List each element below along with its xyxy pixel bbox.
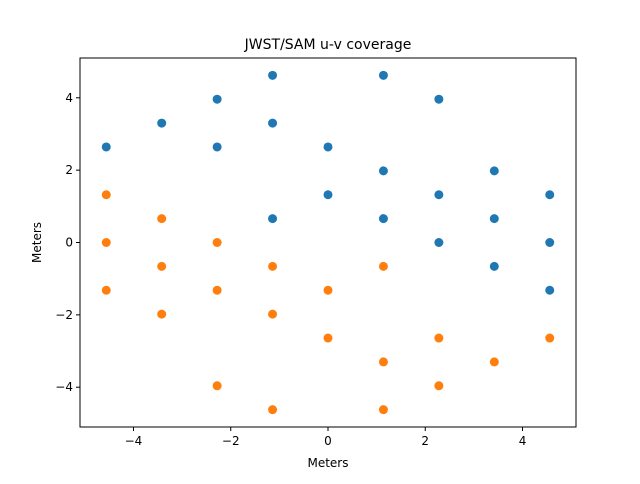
series-0-point-13 [545,190,555,200]
y-axis-label: Meters [30,222,44,263]
series-0-point-7 [212,142,222,152]
series-0-point-16 [489,214,499,224]
x-axis-label: Meters [307,456,348,470]
series-1-point-5 [378,357,388,367]
x-tick-label-2: 0 [324,434,332,448]
series-0-point-1 [378,70,388,80]
y-tick-label-2: 0 [65,236,73,250]
series-1-point-3 [212,381,222,391]
series-0-point-8 [323,142,333,152]
series-0-point-18 [545,238,555,247]
series-0-point-19 [489,261,499,271]
plot-area [101,70,555,415]
series-0-point-12 [434,190,444,200]
y-tick-label-0: −4 [55,380,73,394]
series-0-point-20 [545,285,555,295]
series-1-point-6 [545,333,555,343]
series-0-point-15 [378,214,388,224]
chart-title: JWST/SAM u-v coverage [244,37,412,53]
axes-frame [79,57,577,428]
series-1-point-9 [268,309,278,319]
series-0-point-10 [489,166,499,176]
series-1-point-7 [434,333,444,343]
series-0-point-9 [378,166,388,176]
series-0-point-4 [157,118,167,128]
series-1-point-18 [101,238,111,247]
y-tick-label-3: 2 [65,163,73,177]
series-1-point-17 [212,238,222,247]
series-1-point-15 [268,261,278,271]
x-tick-label-1: −2 [222,434,240,448]
series-0-point-11 [323,190,333,200]
series-1-point-10 [157,309,167,319]
series-1-point-20 [101,190,111,200]
series-0-point-14 [268,214,278,224]
series-0-point-6 [101,142,111,152]
series-0-point-0 [268,70,278,80]
series-1-point-14 [378,261,388,271]
x-tick-label-0: −4 [125,434,143,448]
series-1-point-1 [268,405,278,415]
series-0-point-5 [268,118,278,128]
series-1-point-19 [157,214,167,224]
series-1-point-2 [434,381,444,391]
series-1-point-4 [489,357,499,367]
series-0-point-2 [212,94,222,104]
axis-ticks: −4 −2 0 2 4 −4 −2 0 2 4 [55,91,526,448]
series-1-point-12 [212,285,222,295]
series-1-point-16 [157,261,167,271]
series-1-point-0 [378,405,388,415]
y-tick-label-1: −2 [55,308,73,322]
x-tick-label-4: 4 [519,434,527,448]
series-1-point-8 [323,333,333,343]
series-0-point-17 [434,238,444,247]
series-1-point-13 [101,285,111,295]
series-0-point-3 [434,94,444,104]
series-1-point-11 [323,285,333,295]
y-tick-label-4: 4 [65,91,73,105]
x-tick-label-3: 2 [421,434,429,448]
